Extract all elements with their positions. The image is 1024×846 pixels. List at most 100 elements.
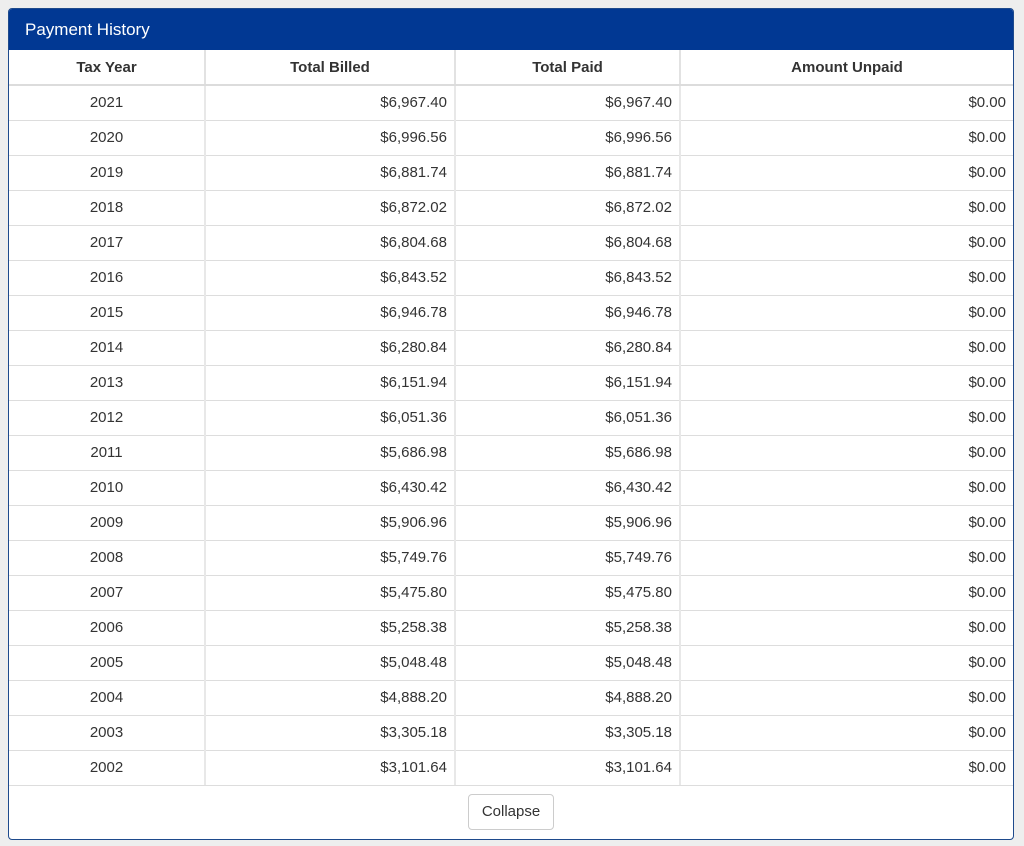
amount-unpaid-cell: $0.00 [680, 259, 1013, 295]
tax-year-cell: 2020 [9, 119, 206, 155]
amount-unpaid-cell: $0.00 [680, 679, 1013, 715]
amount-unpaid-cell: $0.00 [680, 294, 1013, 330]
total-billed-cell: $6,051.36 [205, 399, 456, 435]
amount-unpaid-cell: $0.00 [680, 84, 1013, 120]
amount-unpaid-cell: $0.00 [680, 504, 1013, 540]
tax-year-cell: 2014 [9, 329, 206, 365]
tax-year-cell: 2002 [9, 749, 206, 785]
tax-year-cell: 2019 [9, 154, 206, 190]
amount-unpaid-cell: $0.00 [680, 189, 1013, 225]
total-paid-cell: $6,804.68 [455, 224, 681, 260]
payment-history-panel: Payment History Tax Year Total Billed To… [8, 8, 1014, 840]
table-row: 2019 $6,881.74 $6,881.74 $0.00 [9, 154, 1013, 190]
amount-unpaid-cell: $0.00 [680, 609, 1013, 645]
tax-year-cell: 2021 [9, 84, 206, 120]
amount-unpaid-cell: $0.00 [680, 399, 1013, 435]
column-header-total-billed: Total Billed [205, 50, 456, 86]
total-paid-cell: $5,475.80 [455, 574, 681, 610]
amount-unpaid-cell: $0.00 [680, 574, 1013, 610]
table-row: 2011 $5,686.98 $5,686.98 $0.00 [9, 434, 1013, 470]
tax-year-cell: 2015 [9, 294, 206, 330]
column-header-tax-year: Tax Year [9, 50, 206, 86]
total-paid-cell: $4,888.20 [455, 679, 681, 715]
total-paid-cell: $6,051.36 [455, 399, 681, 435]
total-billed-cell: $6,430.42 [205, 469, 456, 505]
amount-unpaid-cell: $0.00 [680, 644, 1013, 680]
column-header-total-paid: Total Paid [455, 50, 681, 86]
total-billed-cell: $6,804.68 [205, 224, 456, 260]
table-row: 2021 $6,967.40 $6,967.40 $0.00 [9, 84, 1013, 120]
table-header-row: Tax Year Total Billed Total Paid Amount … [9, 50, 1013, 86]
amount-unpaid-cell: $0.00 [680, 329, 1013, 365]
payment-history-table: Tax Year Total Billed Total Paid Amount … [9, 50, 1013, 785]
tax-year-cell: 2016 [9, 259, 206, 295]
total-paid-cell: $6,843.52 [455, 259, 681, 295]
amount-unpaid-cell: $0.00 [680, 714, 1013, 750]
table-row: 2018 $6,872.02 $6,872.02 $0.00 [9, 189, 1013, 225]
table-row: 2020 $6,996.56 $6,996.56 $0.00 [9, 119, 1013, 155]
total-paid-cell: $3,305.18 [455, 714, 681, 750]
total-paid-cell: $6,996.56 [455, 119, 681, 155]
total-paid-cell: $5,686.98 [455, 434, 681, 470]
tax-year-cell: 2013 [9, 364, 206, 400]
table-row: 2009 $5,906.96 $5,906.96 $0.00 [9, 504, 1013, 540]
amount-unpaid-cell: $0.00 [680, 224, 1013, 260]
total-billed-cell: $5,906.96 [205, 504, 456, 540]
table-row: 2014 $6,280.84 $6,280.84 $0.00 [9, 329, 1013, 365]
total-paid-cell: $5,906.96 [455, 504, 681, 540]
table-row: 2007 $5,475.80 $5,475.80 $0.00 [9, 574, 1013, 610]
tax-year-cell: 2005 [9, 644, 206, 680]
total-billed-cell: $5,749.76 [205, 539, 456, 575]
total-paid-cell: $6,151.94 [455, 364, 681, 400]
table-row: 2006 $5,258.38 $5,258.38 $0.00 [9, 609, 1013, 645]
total-paid-cell: $5,749.76 [455, 539, 681, 575]
total-billed-cell: $3,101.64 [205, 749, 456, 785]
total-billed-cell: $6,151.94 [205, 364, 456, 400]
collapse-button[interactable]: Collapse [467, 793, 555, 830]
total-billed-cell: $6,946.78 [205, 294, 456, 330]
amount-unpaid-cell: $0.00 [680, 364, 1013, 400]
table-row: 2017 $6,804.68 $6,804.68 $0.00 [9, 224, 1013, 260]
tax-year-cell: 2004 [9, 679, 206, 715]
total-billed-cell: $5,686.98 [205, 434, 456, 470]
column-header-amount-unpaid: Amount Unpaid [680, 50, 1013, 86]
total-paid-cell: $6,967.40 [455, 84, 681, 120]
tax-year-cell: 2010 [9, 469, 206, 505]
total-billed-cell: $4,888.20 [205, 679, 456, 715]
table-body: 2021 $6,967.40 $6,967.40 $0.00 2020 $6,996.56… [9, 84, 1013, 785]
amount-unpaid-cell: $0.00 [680, 469, 1013, 505]
total-billed-cell: $6,843.52 [205, 259, 456, 295]
total-paid-cell: $6,946.78 [455, 294, 681, 330]
table-row: 2008 $5,749.76 $5,749.76 $0.00 [9, 539, 1013, 575]
table-row: 2016 $6,843.52 $6,843.52 $0.00 [9, 259, 1013, 295]
amount-unpaid-cell: $0.00 [680, 154, 1013, 190]
tax-year-cell: 2003 [9, 714, 206, 750]
total-paid-cell: $6,872.02 [455, 189, 681, 225]
table-row: 2012 $6,051.36 $6,051.36 $0.00 [9, 399, 1013, 435]
table-row: 2002 $3,101.64 $3,101.64 $0.00 [9, 749, 1013, 785]
tax-year-cell: 2006 [9, 609, 206, 645]
amount-unpaid-cell: $0.00 [680, 434, 1013, 470]
table-row: 2010 $6,430.42 $6,430.42 $0.00 [9, 469, 1013, 505]
panel-footer: Collapse [9, 785, 1013, 837]
total-billed-cell: $6,881.74 [205, 154, 456, 190]
table-row: 2005 $5,048.48 $5,048.48 $0.00 [9, 644, 1013, 680]
total-paid-cell: $6,280.84 [455, 329, 681, 365]
total-billed-cell: $5,258.38 [205, 609, 456, 645]
total-billed-cell: $6,967.40 [205, 84, 456, 120]
total-paid-cell: $5,048.48 [455, 644, 681, 680]
tax-year-cell: 2008 [9, 539, 206, 575]
tax-year-cell: 2011 [9, 434, 206, 470]
panel-title: Payment History [9, 9, 1013, 50]
total-billed-cell: $3,305.18 [205, 714, 456, 750]
table-row: 2013 $6,151.94 $6,151.94 $0.00 [9, 364, 1013, 400]
amount-unpaid-cell: $0.00 [680, 749, 1013, 785]
table-row: 2015 $6,946.78 $6,946.78 $0.00 [9, 294, 1013, 330]
total-billed-cell: $6,872.02 [205, 189, 456, 225]
total-billed-cell: $5,048.48 [205, 644, 456, 680]
tax-year-cell: 2018 [9, 189, 206, 225]
amount-unpaid-cell: $0.00 [680, 539, 1013, 575]
tax-year-cell: 2017 [9, 224, 206, 260]
table-row: 2004 $4,888.20 $4,888.20 $0.00 [9, 679, 1013, 715]
tax-year-cell: 2009 [9, 504, 206, 540]
